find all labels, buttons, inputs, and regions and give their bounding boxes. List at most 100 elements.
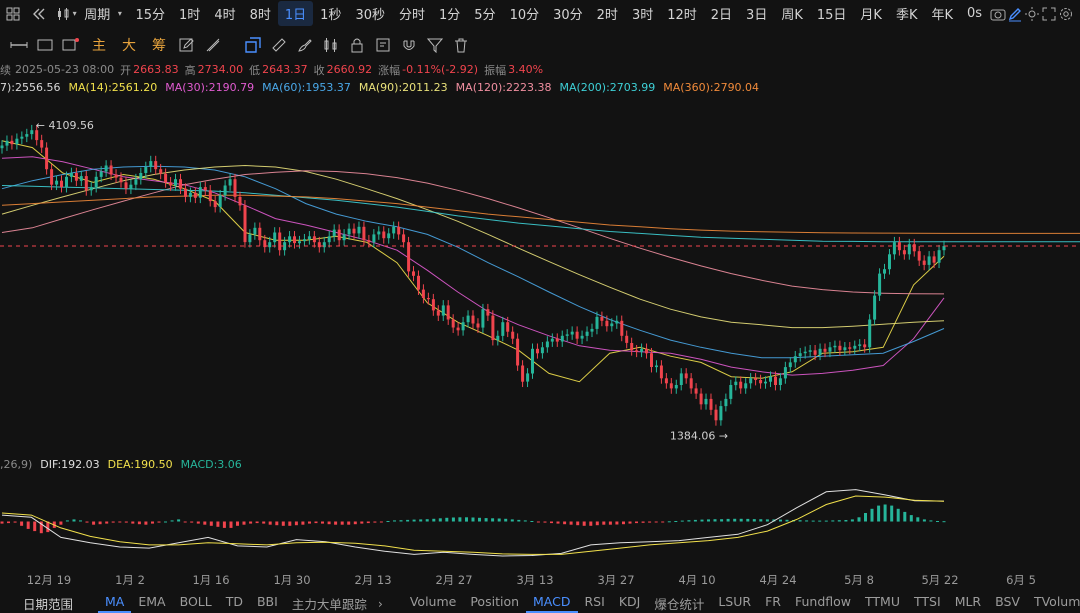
chevron-down-icon[interactable]: ▾ [72,9,77,18]
lock-icon[interactable] [344,32,370,58]
sub-indicator-tab-2[interactable]: MACD [526,594,578,613]
brush-icon[interactable] [292,32,318,58]
sub-indicator-tab-0[interactable]: Volume [409,593,457,609]
macd-chart[interactable] [0,474,1080,569]
sub-indicator-tab-6[interactable]: LSUR [718,593,752,609]
layout-grid-icon[interactable] [6,6,20,22]
candle-body-99 [491,315,495,341]
timeframe-13[interactable]: 3时 [631,8,654,23]
rectangle-icon[interactable] [32,32,58,58]
macd-bar-57 [373,521,377,523]
horizontal-line-icon[interactable] [6,32,32,58]
timeframe-11[interactable]: 30分 [553,8,583,23]
timeframe-6[interactable]: 30秒 [355,8,385,23]
timeframe-15[interactable]: 2日 [710,8,733,23]
timeframe-19[interactable]: 月K [860,8,882,23]
timeframe-3[interactable]: 8时 [249,8,271,23]
main-indicator-tab-4[interactable]: TD [225,593,243,609]
sub-indicator-tab-10[interactable]: TTSI [914,593,941,609]
timeframe-17[interactable]: 周K [781,8,803,23]
sub-indicator-tab-1[interactable]: Position [470,593,520,609]
timeframe-18[interactable]: 15日 [816,8,847,23]
main-indicator-tab-2[interactable]: EMA [138,593,166,609]
candlestick-chart[interactable]: ← 4109.56 1384.06 → [0,97,1080,452]
macd-bar-68 [445,517,449,522]
macd-bar-75 [491,518,495,522]
sub-indicator-tab-8[interactable]: Fundflow [794,593,851,609]
filter-icon[interactable] [422,32,448,58]
main-indicator-tab-6[interactable]: 主力大单跟踪 [291,596,367,612]
timeframe-21[interactable]: 年K [931,8,953,23]
timeframe-20[interactable]: 季K [895,8,918,23]
macd-bar-20 [131,521,135,524]
candles-icon[interactable] [318,32,344,58]
indicator-settings-icon[interactable] [58,32,84,58]
macd-bar-123 [805,520,809,522]
candle-body-72 [357,226,361,234]
timeframe-14[interactable]: 12时 [667,8,697,23]
period-select[interactable]: 周期 [84,8,111,23]
timeframe-10[interactable]: 10分 [509,8,540,23]
trash-icon[interactable] [448,32,474,58]
sub-indicator-tab-13[interactable]: TVolume [1033,593,1080,609]
macd-bar-15 [98,521,102,525]
mode-large[interactable]: 大 [122,38,136,54]
sub-indicator-tab-9[interactable]: TTMU [865,593,900,609]
macd-bar-54 [353,521,357,525]
main-indicator-tab-3[interactable]: BOLL [179,593,212,609]
change-value: -0.11%(-2.92) [402,63,479,76]
timeframe-1[interactable]: 1时 [179,8,201,23]
timeframe-4[interactable]: 1日 [277,1,314,26]
chevron-right-icon[interactable]: › [377,595,383,611]
sub-indicator-tab-4[interactable]: KDJ [618,593,641,609]
copy-active-icon[interactable] [240,32,266,58]
timeframe-5[interactable]: 1秒 [320,8,342,23]
x-axis-label-7: 3月 27 [597,573,635,587]
macd-bar-31 [203,521,207,525]
sub-indicator-tab-7[interactable]: FR [765,593,781,609]
main-indicator-tab-5[interactable]: BBI [256,593,278,609]
candle-body-176 [873,295,877,320]
draw-tool-icon[interactable] [200,32,226,58]
edit-chart-icon[interactable] [174,32,200,58]
candle-body-107 [531,348,534,374]
candle-body-94 [466,315,470,323]
timeframe-16[interactable]: 3日 [746,8,768,23]
timeframe-7[interactable]: 分时 [398,8,425,23]
mode-chips[interactable]: 筹 [152,38,166,54]
candle-body-56 [278,232,282,251]
candle-body-28 [139,173,143,180]
candle-type-icon[interactable] [56,6,72,22]
camera-icon[interactable] [989,1,1006,27]
sub-indicator-tab-12[interactable]: BSV [995,593,1020,609]
sub-indicator-tab-5[interactable]: 爆仓统计 [654,596,705,612]
pen-edit-icon[interactable] [1006,1,1023,27]
macd-bar-79 [517,519,521,522]
ruler-icon[interactable] [266,32,292,58]
timeframe-0[interactable]: 15分 [135,8,166,23]
sun-theme-icon[interactable] [1023,1,1040,27]
settings-gear-icon[interactable] [1057,1,1074,27]
candle-174 [863,339,867,353]
sub-indicator-tab-3[interactable]: RSI [584,593,605,609]
candle-59 [293,231,296,249]
candle-176 [873,290,877,325]
magnet-icon[interactable] [396,32,422,58]
timeframe-12[interactable]: 2时 [596,8,618,23]
main-indicator-tab-0[interactable]: 日期范围 [23,596,74,612]
timeframe-2[interactable]: 4时 [214,8,236,23]
timeframe-8[interactable]: 1分 [439,8,461,23]
timeframe-9[interactable]: 5分 [474,8,496,23]
rewind-icon[interactable] [32,6,46,22]
candle-118 [585,326,589,342]
candle-body-103 [511,331,515,339]
mode-main[interactable]: 主 [92,38,106,54]
sub-indicator-tab-11[interactable]: MLR [954,593,982,609]
chevron-down-icon[interactable]: ▾ [117,9,122,18]
maximize-icon[interactable] [1040,1,1057,27]
candle-132 [655,360,658,373]
macd-bar-1 [7,521,10,524]
note-edit-icon[interactable] [370,32,396,58]
main-indicator-tab-1[interactable]: MA [98,594,132,613]
candle-44 [218,189,222,213]
